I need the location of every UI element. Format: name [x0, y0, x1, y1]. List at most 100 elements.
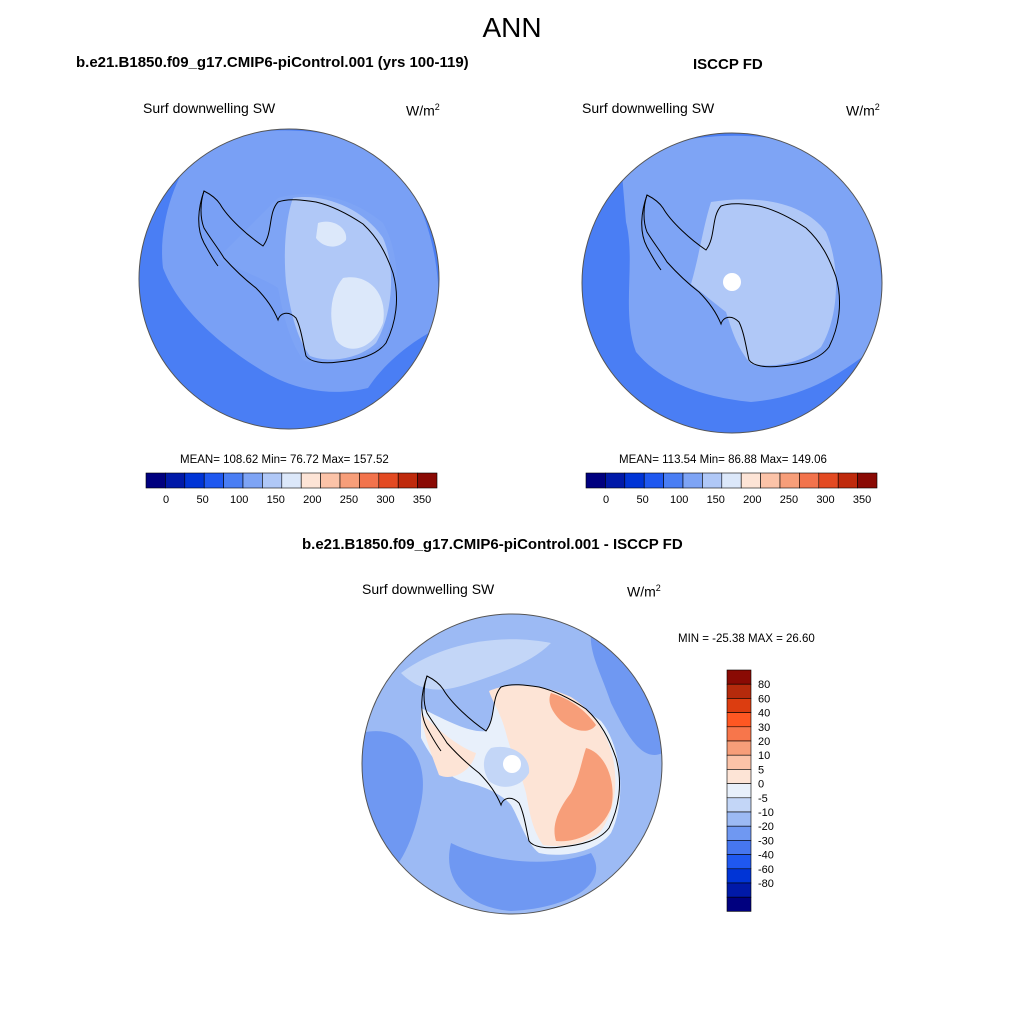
obs-colorbar-tick-label: 200 [743, 494, 761, 506]
model-colorbar-box [339, 472, 360, 489]
diff-colorbar-tick-label: -80 [758, 878, 774, 890]
diff-colorbar: 80 60 40 30 20 10 5 0 -5 -10 -20 -30 -40 -60 -80 [726, 669, 774, 912]
obs-antarctica-coastline [643, 194, 841, 368]
obs-colorbar-box [643, 472, 664, 489]
obs-plateau-zone [691, 199, 837, 366]
diff-colorbar-tick-label: -30 [758, 835, 774, 847]
model-colorbar-box [281, 472, 302, 489]
diff-colorbar-tick-label: 60 [758, 693, 770, 705]
diff-colorbar-tick-label: -20 [758, 821, 774, 833]
model-colorbar-box [378, 472, 399, 489]
diff-weak-negative-north [401, 639, 551, 690]
obs-colorbar-box [818, 472, 839, 489]
diff-colorbar-tick-label: 30 [758, 722, 770, 734]
obs-panel-title: ISCCP FD [693, 56, 763, 73]
model-colorbar-box [203, 472, 224, 489]
diff-colorbar-tick-label: 20 [758, 736, 770, 748]
model-colorbar-box [184, 472, 205, 489]
obs-colorbar-box [624, 472, 645, 489]
model-variable-label: Surf downwelling SW [143, 100, 276, 116]
diff-colorbar-tick-label: 0 [758, 779, 764, 791]
obs-colorbar-box [837, 472, 858, 489]
diff-colorbar-tick-label: 10 [758, 750, 770, 762]
model-colorbar-tick-label: 250 [340, 494, 358, 506]
model-colorbar-tick-label: 350 [413, 494, 431, 506]
model-colorbar-box [223, 472, 244, 489]
model-peninsula-coastline [198, 190, 219, 267]
diff-colorbar-box [726, 811, 752, 827]
diff-colorbar-tick-label: 40 [758, 708, 770, 720]
diff-negative-zone-south [449, 843, 597, 911]
obs-pole-hole [723, 273, 741, 291]
model-colorbar-tick-label: 0 [163, 494, 169, 506]
obs-colorbar-box [682, 472, 703, 489]
obs-colorbar-box [605, 472, 626, 489]
diff-colorbar-box [726, 769, 752, 784]
diff-colorbar-box [726, 712, 752, 728]
model-colorbar-box [145, 472, 166, 489]
obs-peninsula-coastline [641, 194, 662, 271]
diff-colorbar-box [726, 726, 752, 742]
model-high-sw-zone-1 [316, 221, 347, 247]
diff-negative-zone-east [590, 633, 662, 755]
obs-colorbar-box [779, 472, 800, 489]
obs-colorbar-box [702, 472, 723, 489]
diff-colorbar-box [726, 840, 752, 855]
diff-peninsula-coastline [421, 675, 442, 752]
diff-pole-hole [503, 755, 521, 773]
diff-colorbar-box [726, 882, 752, 898]
model-antarctica-coastline [200, 190, 398, 364]
model-polar-map [138, 128, 440, 430]
model-stats: MEAN= 108.62 Min= 76.72 Max= 157.52 [180, 454, 389, 466]
model-colorbar-tick-label: 300 [376, 494, 394, 506]
model-colorbar-box [359, 472, 380, 489]
diff-stats: MIN = -25.38 MAX = 26.60 [678, 633, 815, 645]
obs-colorbar-tick-label: 250 [780, 494, 798, 506]
obs-colorbar: 0 50 100 150 200 250 300 350 [585, 472, 878, 506]
obs-colorbar-tick-label: 100 [670, 494, 688, 506]
obs-colorbar-box [760, 472, 781, 489]
page-title: ANN [482, 12, 542, 43]
diff-colorbar-tick-label: 5 [758, 764, 764, 776]
model-colorbar-box [397, 472, 418, 489]
diff-colorbar-tick-label: -10 [758, 807, 774, 819]
obs-colorbar-box [799, 472, 820, 489]
diff-colorbar-box [726, 868, 752, 884]
diff-units-label: W/m2 [627, 583, 661, 600]
diff-colorbar-tick-label: 80 [758, 679, 770, 691]
diff-panel-title: b.e21.B1850.f09_g17.CMIP6-piControl.001 … [302, 536, 683, 553]
diff-variable-label: Surf downwelling SW [362, 581, 495, 597]
model-colorbar-box [417, 472, 438, 489]
obs-units-label: W/m2 [846, 102, 880, 119]
obs-colorbar-box [585, 472, 606, 489]
diff-colorbar-tick-label: -60 [758, 864, 774, 876]
model-colorbar-tick-label: 100 [230, 494, 248, 506]
diff-strong-positive-1 [549, 693, 596, 731]
diff-colorbar-box [726, 669, 752, 685]
diff-colorbar-box [726, 896, 752, 912]
obs-colorbar-tick-label: 0 [603, 494, 609, 506]
model-colorbar-tick-label: 200 [303, 494, 321, 506]
diff-antarctica-coastline [423, 675, 621, 849]
diff-colorbar-box [726, 854, 752, 870]
model-panel-title: b.e21.B1850.f09_g17.CMIP6-piControl.001 … [76, 54, 469, 71]
diff-colorbar-box [726, 825, 752, 841]
diff-colorbar-box [726, 797, 752, 813]
model-high-sw-zone-2 [331, 277, 384, 349]
obs-colorbar-tick-label: 300 [816, 494, 834, 506]
obs-colorbar-box [663, 472, 684, 489]
obs-colorbar-box [740, 472, 761, 489]
model-colorbar-tick-label: 150 [267, 494, 285, 506]
model-colorbar-box [262, 472, 283, 489]
model-colorbar: 0 50 100 150 200 250 300 350 [145, 472, 438, 506]
obs-colorbar-box [721, 472, 742, 489]
diff-colorbar-tick-label: -40 [758, 850, 774, 862]
model-colorbar-box [300, 472, 321, 489]
diff-colorbar-box [726, 754, 752, 770]
obs-variable-label: Surf downwelling SW [582, 100, 715, 116]
obs-colorbar-tick-label: 150 [707, 494, 725, 506]
model-colorbar-tick-label: 50 [196, 494, 208, 506]
obs-colorbar-tick-label: 50 [636, 494, 648, 506]
diff-strong-positive-2 [554, 748, 613, 842]
obs-colorbar-box [857, 472, 878, 489]
